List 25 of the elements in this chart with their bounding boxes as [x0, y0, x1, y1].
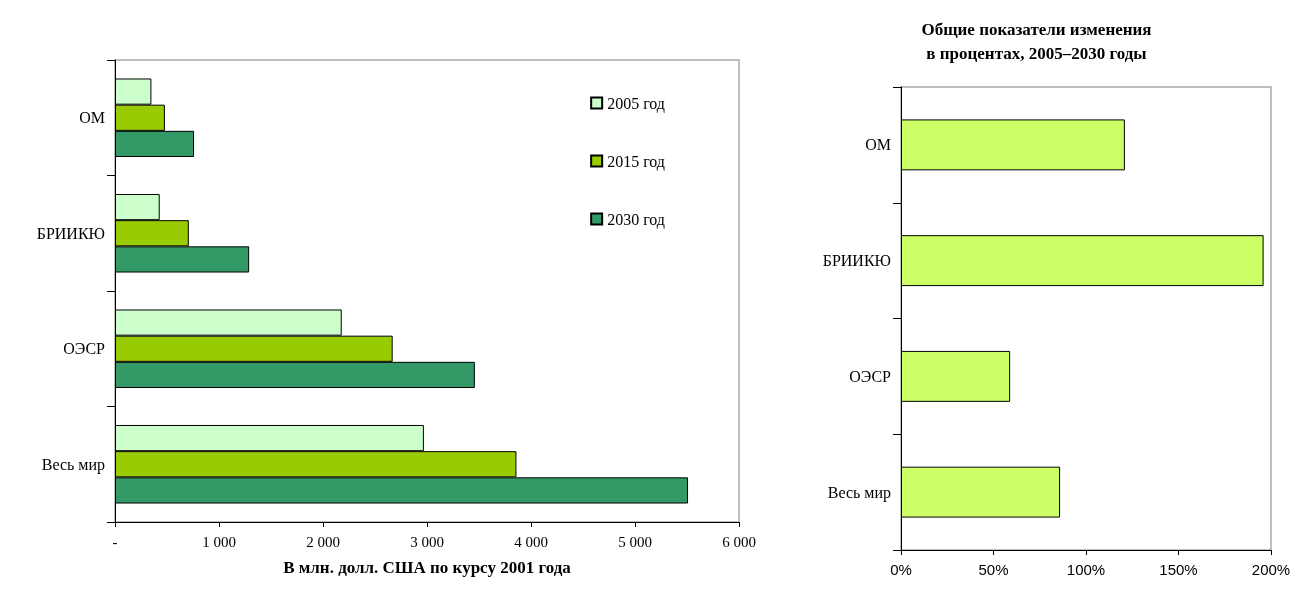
x-tick-label: 5 000	[618, 533, 652, 550]
y-tick-label: Весь мир	[827, 483, 891, 502]
legend-label: 2005 год	[607, 94, 665, 113]
x-tick-label: 6 000	[722, 533, 756, 550]
y-tick-label: ОМ	[865, 136, 891, 154]
chart-title: Общие показатели изменения в процентах, 2005–2030 годы	[921, 19, 1152, 63]
y-tick-label: БРИИКЮ	[36, 224, 105, 242]
y-tick-label: БРИИКЮ	[822, 252, 891, 270]
x-tick-label: 2 000	[306, 533, 340, 550]
legend-label: 2015 год	[607, 152, 665, 171]
x-tick-label: 4 000	[514, 533, 548, 550]
y-tick-label: ОЭСР	[849, 367, 892, 385]
x-tick-label: -	[112, 533, 118, 550]
x-tick-label: 150%	[1159, 561, 1198, 578]
x-tick-label: 0%	[890, 561, 912, 578]
x-tick-label: 200%	[1251, 561, 1291, 578]
x-tick-label: 3 000	[410, 533, 444, 550]
x-axis-title: В млн. долл. США по курсу 2001 года	[283, 558, 572, 577]
y-tick-label: ОМ	[79, 109, 105, 127]
x-tick-label: 1 000	[202, 533, 236, 550]
x-tick-label: 100%	[1066, 561, 1106, 578]
legend-label: 2030 год	[607, 210, 665, 229]
y-tick-label: ОЭСР	[63, 340, 106, 358]
y-tick-label: Весь мир	[41, 455, 105, 474]
x-tick-label: 50%	[978, 561, 1009, 578]
